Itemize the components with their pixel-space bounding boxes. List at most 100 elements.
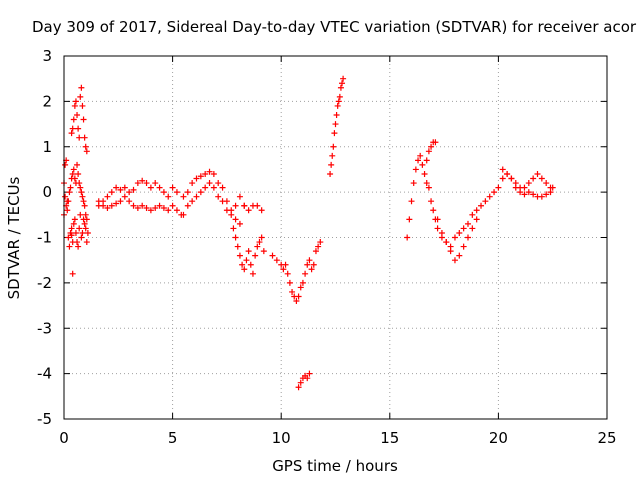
x-tick-label: 5 (168, 429, 178, 447)
y-tick-label: 3 (42, 47, 52, 65)
data-point (69, 270, 76, 277)
data-point (295, 384, 302, 391)
data-point (425, 184, 432, 191)
data-point (193, 175, 200, 182)
data-point (80, 116, 87, 123)
data-point (438, 229, 445, 236)
axis-ticks (63, 55, 608, 420)
data-point (74, 239, 81, 246)
data-point (464, 234, 471, 241)
y-tick-label: -5 (37, 410, 52, 428)
data-point (82, 143, 89, 150)
data-point (486, 193, 493, 200)
data-point (66, 189, 73, 196)
data-point (78, 234, 85, 241)
data-point (74, 111, 81, 118)
data-point (260, 248, 267, 255)
data-point (68, 232, 75, 239)
data-point (82, 211, 89, 218)
data-point (215, 180, 222, 187)
data-point (538, 193, 545, 200)
data-point (334, 102, 341, 109)
data-point (525, 180, 532, 187)
x-axis-label: GPS time / hours (272, 457, 398, 475)
data-point (317, 239, 324, 246)
data-point (328, 161, 335, 168)
y-tick-label: 2 (42, 92, 52, 110)
data-point (75, 243, 82, 250)
data-point (228, 207, 235, 214)
data-point (404, 234, 411, 241)
data-point (236, 220, 243, 227)
data-point (70, 220, 77, 227)
data-point (84, 229, 91, 236)
data-point (310, 261, 317, 268)
data-point (113, 184, 120, 191)
data-point (340, 75, 347, 82)
data-point (329, 152, 336, 159)
data-point (331, 130, 338, 137)
data-point (80, 198, 87, 205)
data-point (78, 189, 85, 196)
data-point (521, 191, 528, 198)
data-point (134, 205, 141, 212)
data-point (464, 220, 471, 227)
data-point (456, 252, 463, 259)
data-point (72, 98, 79, 105)
data-point (525, 189, 532, 196)
data-point (69, 170, 76, 177)
data-point (100, 202, 107, 209)
data-point (130, 186, 137, 193)
data-point (134, 180, 141, 187)
data-point (282, 261, 289, 268)
data-point (173, 189, 180, 196)
data-point (499, 166, 506, 173)
data-point (232, 234, 239, 241)
data-point (332, 121, 339, 128)
data-point (336, 93, 343, 100)
data-point (202, 170, 209, 177)
data-point (415, 157, 422, 164)
data-point (243, 257, 250, 264)
data-point (256, 239, 263, 246)
data-point (549, 184, 556, 191)
data-point (197, 189, 204, 196)
data-point (412, 166, 419, 173)
data-point (76, 134, 83, 141)
data-point (530, 191, 537, 198)
data-point (286, 279, 293, 286)
data-point (460, 225, 467, 232)
data-point (71, 175, 78, 182)
x-tick-label: 10 (272, 429, 291, 447)
data-point (284, 270, 291, 277)
data-point (79, 229, 86, 236)
data-point (108, 189, 115, 196)
data-point (280, 266, 287, 273)
data-point (76, 225, 83, 232)
data-point (330, 143, 337, 150)
data-point (308, 266, 315, 273)
data-point (312, 248, 319, 255)
data-point (241, 202, 248, 209)
data-point (184, 189, 191, 196)
data-point (75, 170, 82, 177)
data-point (327, 170, 334, 177)
data-point (417, 152, 424, 159)
data-point (482, 198, 489, 205)
data-point (239, 261, 246, 268)
data-point (236, 252, 243, 259)
data-point (273, 257, 280, 264)
data-point (443, 239, 450, 246)
data-point (83, 239, 90, 246)
data-point (152, 205, 159, 212)
data-point (165, 193, 172, 200)
y-tick-label: -4 (37, 365, 52, 383)
data-point (143, 205, 150, 212)
data-point (210, 184, 217, 191)
data-point (202, 184, 209, 191)
data-point (117, 198, 124, 205)
data-point (269, 252, 276, 259)
data-point (306, 370, 313, 377)
data-point (423, 157, 430, 164)
data-point (447, 248, 454, 255)
